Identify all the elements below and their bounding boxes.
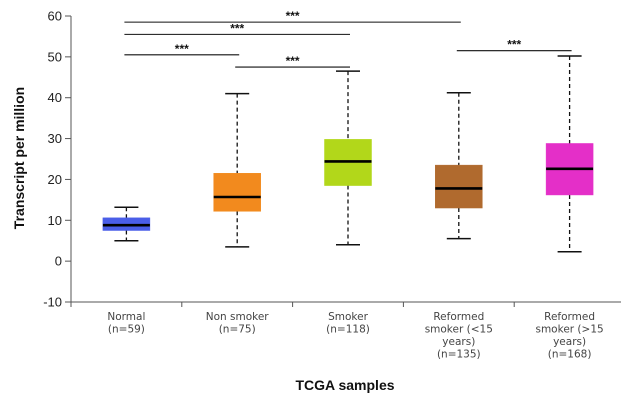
box-group (324, 70, 372, 246)
significance-label: *** (230, 21, 244, 35)
y-tick-label: 30 (48, 131, 62, 146)
x-category-label-line: years) (442, 336, 475, 348)
y-tick-label: 10 (48, 213, 62, 228)
y-axis-title: Transcript per million (11, 87, 27, 229)
x-category-label-line: (n=118) (326, 324, 370, 336)
box-iqr (435, 164, 483, 209)
x-category-label-line: smoker (<15 (425, 324, 493, 336)
x-category-label-line: Reformed (544, 311, 595, 323)
x-category-label-line: (n=75) (219, 324, 256, 336)
x-category-label: Reformed smoker (>15 years) (n=168) (535, 311, 603, 361)
x-category-label-line: smoker (>15 (535, 324, 603, 336)
x-category-label-line: Smoker (328, 311, 368, 323)
x-category-label-line: Non smoker (206, 311, 270, 323)
x-category-label: Reformed smoker (<15 years) (n=135) (425, 311, 493, 361)
y-axis: -10 0 10 20 30 40 50 60 (43, 9, 72, 310)
boxes (102, 55, 594, 253)
x-category-label-line: (n=135) (437, 349, 481, 361)
y-tick-label: 50 (48, 49, 62, 64)
significance-label: *** (286, 9, 300, 23)
x-category-label: Non smoker (n=75) (206, 311, 270, 336)
box-group (213, 92, 261, 248)
x-category-label-line: years) (553, 336, 586, 348)
x-category-label-line: Normal (107, 311, 145, 323)
x-category-label: Normal (n=59) (107, 311, 145, 336)
box-group (102, 206, 151, 242)
box-group (435, 92, 483, 240)
y-tick-label: -10 (43, 295, 62, 310)
significance-label: *** (175, 42, 189, 56)
x-axis: Normal (n=59) Non smoker (n=75) Smoker (n=118… (70, 301, 621, 361)
box-group (545, 55, 594, 253)
box-iqr (213, 173, 261, 212)
x-category-label-line: (n=168) (548, 349, 592, 361)
x-category-label-line: (n=59) (108, 324, 145, 336)
y-tick-label: 0 (55, 254, 62, 269)
significance-annotations: *** *** *** *** *** (124, 9, 572, 68)
significance-label: *** (286, 54, 300, 68)
significance-label: *** (507, 38, 521, 52)
y-tick-label: 60 (48, 9, 62, 24)
y-tick-label: 20 (48, 172, 62, 187)
y-tick-label: 40 (48, 90, 62, 105)
x-category-label-line: Reformed (433, 311, 484, 323)
x-category-label: Smoker (n=118) (326, 311, 370, 336)
x-axis-title: TCGA samples (295, 377, 394, 393)
